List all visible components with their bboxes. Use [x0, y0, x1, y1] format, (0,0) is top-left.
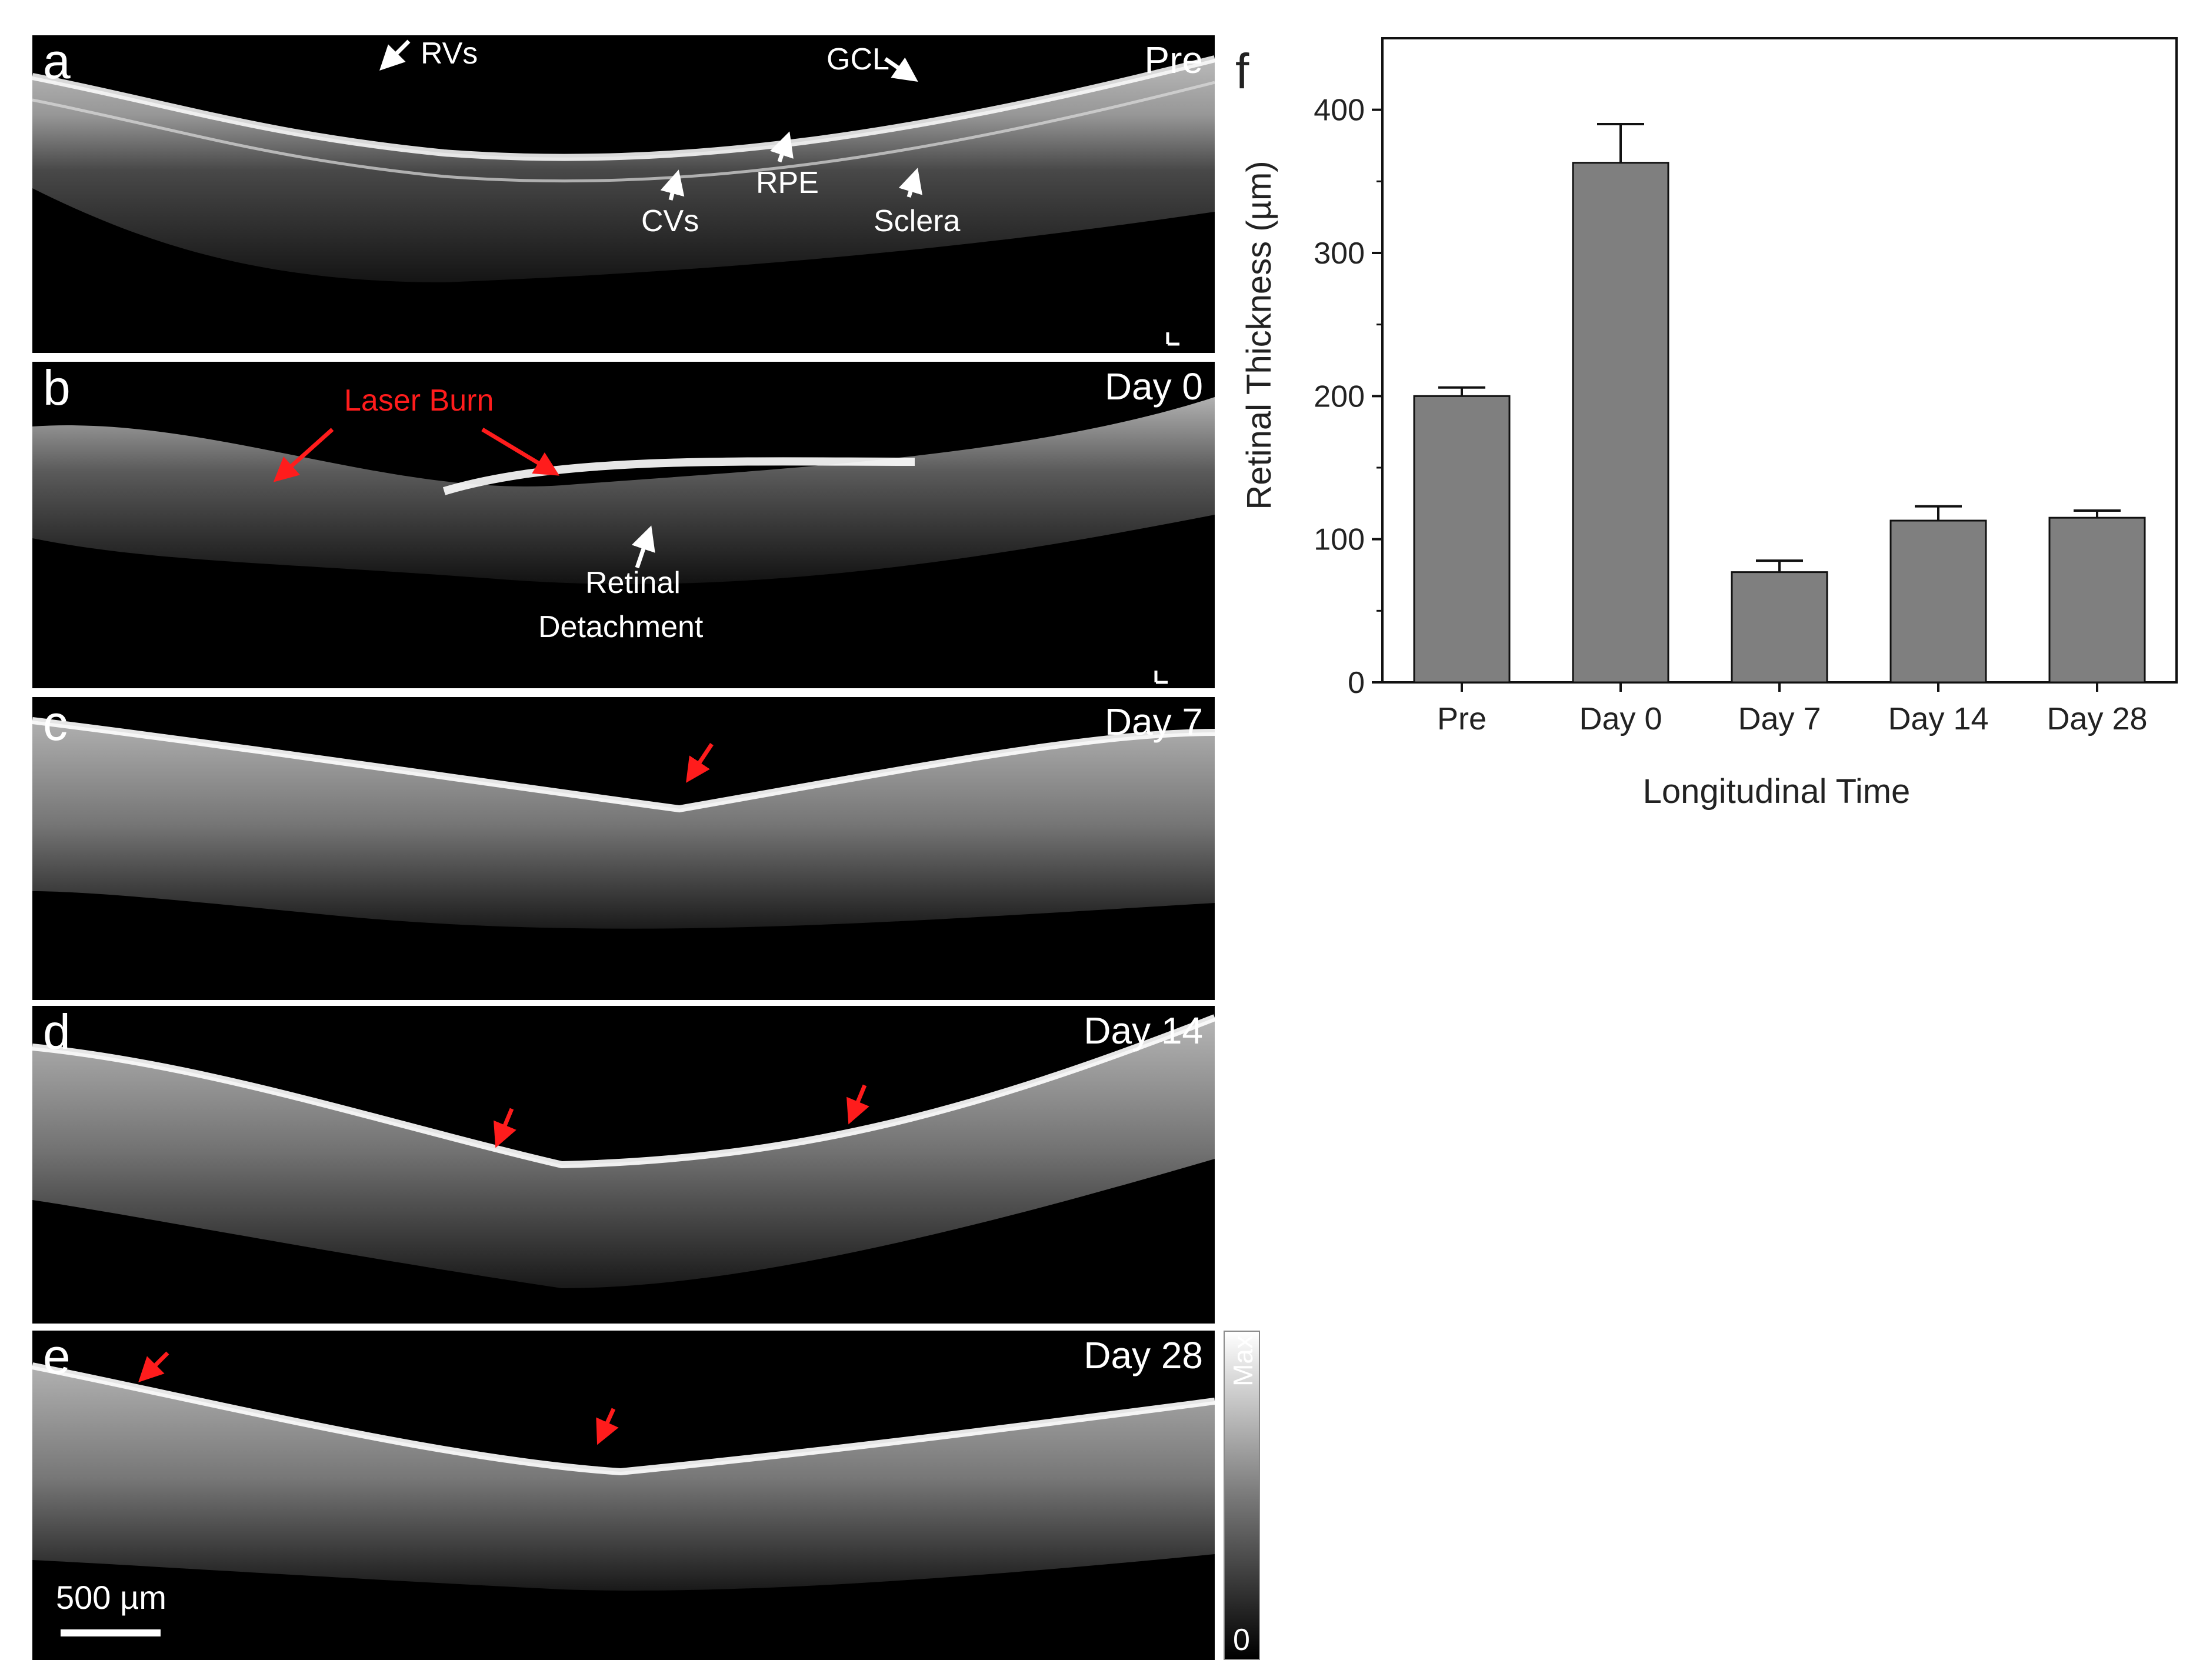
panel-letter-f: f [1235, 44, 1249, 99]
oct-scan-image [32, 1014, 1215, 1288]
panel-letter: b [43, 362, 71, 415]
retinal-thickness-chart: f 0 100 200 300 400 Pre Day 0 Day 7 Day 14 Day 28… [1235, 37, 2178, 811]
panel-timepoint-label: Day 14 [1084, 1009, 1203, 1052]
oct-panel-day0: b Day 0 Laser Burn Retinal Detachment [32, 362, 1215, 688]
oct-scan-image [32, 55, 1215, 346]
panel-timepoint-label: Pre [1144, 39, 1203, 81]
panel-letter: e [43, 1331, 71, 1384]
oct-panel-day14: d Day 14 [32, 1006, 1215, 1324]
intensity-colorbar: Max 0 [1224, 1331, 1260, 1660]
oct-panel-day7: c Day 7 [32, 697, 1215, 1000]
x-axis-label: Longitudinal Time [1643, 772, 1911, 811]
annotation-rvs: RVs [421, 36, 478, 71]
colorbar-min-label: 0 [1233, 1623, 1250, 1657]
bar-day-0 [1572, 162, 1669, 684]
bar-day-28 [2048, 516, 2146, 684]
oct-panel-pre: a Pre RVs GCL RPE CVs Sclera [32, 35, 1215, 353]
panel-letter: d [43, 1006, 71, 1059]
annotation-detachment: Detachment [538, 610, 704, 644]
panel-timepoint-label: Day 0 [1104, 365, 1203, 408]
scale-bar-label: 500 µm [56, 1579, 166, 1616]
y-tick-label: 200 [1314, 379, 1365, 414]
bar-pre [1413, 395, 1511, 684]
oct-scan-image [32, 717, 1215, 929]
panel-letter: c [43, 697, 68, 751]
x-tick-label: Day 28 [2047, 701, 2147, 736]
annotation-cvs: CVs [641, 204, 699, 238]
panel-timepoint-label: Day 28 [1084, 1334, 1203, 1376]
oct-scan-image [32, 1362, 1215, 1636]
bar-day-14 [1889, 519, 1987, 684]
x-tick-label: Pre [1437, 701, 1487, 736]
annotation-rpe: RPE [756, 166, 819, 200]
panel-timepoint-label: Day 7 [1104, 701, 1203, 743]
colorbar-max-label: Max [1228, 1335, 1258, 1386]
annotation-retinal: Retinal [585, 566, 681, 600]
bar-day-7 [1731, 571, 1828, 684]
y-tick-label: 0 [1348, 666, 1365, 700]
y-tick-label: 400 [1314, 94, 1365, 128]
x-tick-label: Day 14 [1888, 701, 1988, 736]
y-tick-label: 100 [1314, 523, 1365, 557]
x-tick-label: Day 7 [1738, 701, 1821, 736]
y-axis-label: Retinal Thickness (µm) [1240, 161, 1278, 509]
annotation-gcl: GCL [826, 42, 889, 76]
bar-chart-panel: f 0 100 200 300 400 Pre Day 0 Day 7 Day 14 Day 28… [1224, 24, 2200, 835]
y-tick-label: 300 [1314, 236, 1365, 271]
annotation-sclera: Sclera [874, 204, 961, 238]
annotation-laser-burn: Laser Burn [344, 384, 494, 418]
chart-bars [1413, 123, 2146, 684]
oct-scan-image [32, 397, 1215, 684]
x-tick-label: Day 0 [1579, 701, 1662, 736]
panel-letter: a [43, 35, 71, 89]
oct-panel-day28: e Day 28 500 µm [32, 1331, 1215, 1660]
